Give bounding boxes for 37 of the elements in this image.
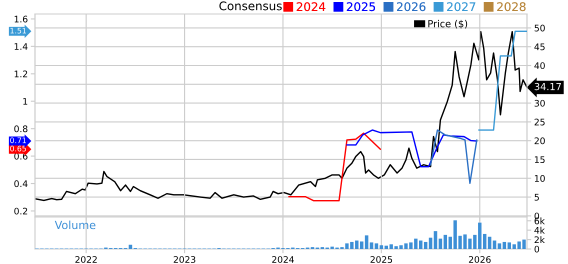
legend-label: 2027 xyxy=(447,2,476,12)
y-tick-label: 4k xyxy=(534,226,545,234)
annotation: Volume xyxy=(54,220,96,230)
line-series xyxy=(288,132,382,202)
x-tick-label: 2022 xyxy=(75,256,97,263)
y-tick-label: 1.6 xyxy=(14,16,28,22)
data-label: 34.17 xyxy=(534,82,561,90)
y2-tick-label: 40 xyxy=(534,62,545,70)
y2-tick-label: 10 xyxy=(534,175,545,182)
x-tick-label: 2025 xyxy=(370,256,392,263)
line-series xyxy=(346,129,478,168)
x-tick-label: 2026 xyxy=(468,256,491,263)
legend-label: 2024 xyxy=(296,2,326,12)
y2-tick-label: 5 xyxy=(534,194,539,201)
legend-label: 2028 xyxy=(497,2,526,12)
legend-label: Price ($) xyxy=(428,20,468,29)
line-series xyxy=(430,129,478,184)
y2-tick-label: 30 xyxy=(534,100,545,107)
legend-title: Consensus xyxy=(219,1,282,10)
y-tick-label: 0.4 xyxy=(14,180,28,188)
y-tick-label: 2k xyxy=(534,236,545,244)
x-tick-label: 2024 xyxy=(272,256,294,263)
y-tick-label: 1 xyxy=(23,98,28,105)
y-tick-label: 1.2 xyxy=(14,70,28,78)
y-tick-label: 1.4 xyxy=(14,43,28,50)
y2-tick-label: 15 xyxy=(534,156,545,164)
legend-label: 2026 xyxy=(397,2,426,12)
y-tick-label: 0.2 xyxy=(14,208,28,215)
y2-tick-label: 50 xyxy=(534,24,545,32)
x-tick-label: 2023 xyxy=(174,256,196,263)
y2-tick-label: 25 xyxy=(534,118,545,126)
y2-tick-label: 45 xyxy=(534,44,545,50)
y2-tick-label: 20 xyxy=(534,137,545,144)
y-tick-label: 0.8 xyxy=(14,125,28,132)
y-tick-label: 6k xyxy=(534,217,545,224)
legend-label: 2025 xyxy=(346,2,376,12)
y-tick-label: 0 xyxy=(534,246,540,253)
